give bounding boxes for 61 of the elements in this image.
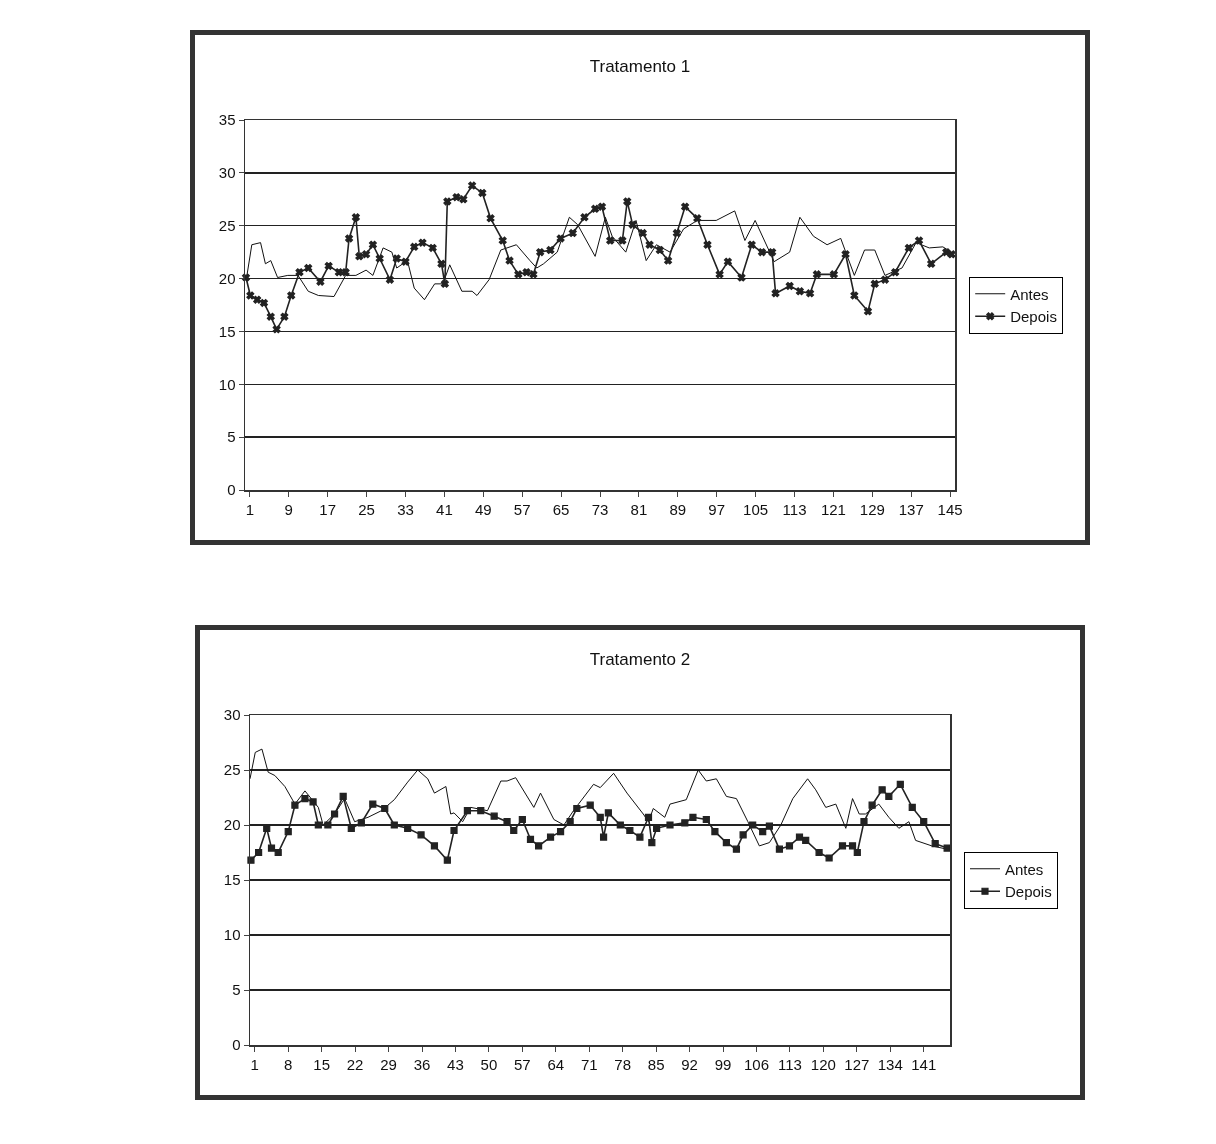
x-tick-label: 127	[844, 1055, 870, 1073]
x-tick-label: 85	[647, 1055, 665, 1073]
x-tick-label: 113	[782, 500, 807, 518]
x-tick-label: 145	[937, 500, 963, 518]
x-tick-label: 106	[743, 1055, 769, 1073]
x-tick-label: 141	[911, 1055, 937, 1073]
legend-label: Depois	[1005, 883, 1052, 901]
x-tick-label: 120	[810, 1055, 836, 1073]
x-tick-label: 57	[513, 500, 531, 518]
x-tick-label: 134	[877, 1055, 903, 1073]
x-tick-label: 8	[284, 1055, 293, 1073]
y-tick-label: 10	[218, 375, 236, 393]
x-tick-label: 43	[447, 1055, 464, 1073]
x-tick-label: 33	[397, 500, 414, 518]
x-tick-label: 49	[474, 500, 492, 518]
x-tick-label: 57	[514, 1055, 531, 1073]
y-tick-label: 15	[218, 322, 236, 340]
x-tick-label: 29	[380, 1055, 397, 1073]
x-tick-label: 92	[681, 1055, 698, 1073]
x-tick-label: 113	[777, 1055, 802, 1073]
x-tick-label: 64	[547, 1055, 565, 1073]
y-tick-label: 5	[232, 981, 241, 999]
legend-label: Antes	[1010, 285, 1049, 303]
x-tick-label: 81	[630, 500, 648, 518]
x-tick-label: 41	[436, 500, 453, 518]
y-tick-label: 5	[227, 428, 236, 446]
x-tick-label: 71	[580, 1055, 598, 1073]
y-tick-label: 15	[223, 871, 241, 889]
x-tick-label: 36	[413, 1055, 431, 1073]
y-tick-label: 25	[223, 761, 241, 779]
x-tick-label: 97	[708, 500, 726, 518]
x-tick-label: 22	[346, 1055, 364, 1073]
x-tick-label: 99	[714, 1055, 732, 1073]
y-tick-label: 0	[232, 1036, 241, 1054]
y-tick-label: 30	[218, 164, 236, 182]
x-tick-label: 1	[250, 1055, 259, 1073]
x-tick-label: 1	[245, 500, 255, 518]
x-tick-label: 9	[284, 500, 293, 518]
y-tick-label: 30	[223, 706, 241, 724]
chart-title: Tratamento 1	[589, 57, 691, 77]
x-tick-label: 73	[591, 500, 609, 518]
legend-label: Depois	[1010, 308, 1057, 326]
y-tick-label: 10	[223, 926, 241, 944]
y-tick-label: 25	[218, 216, 236, 234]
x-tick-label: 121	[820, 500, 846, 518]
chart-title: Tratamento 2	[589, 650, 691, 670]
legend-label: Antes	[1005, 860, 1044, 878]
x-tick-label: 89	[669, 500, 687, 518]
x-tick-label: 17	[319, 500, 337, 518]
x-tick-label: 15	[313, 1055, 331, 1073]
x-tick-label: 65	[552, 500, 570, 518]
x-tick-label: 25	[358, 500, 375, 518]
x-tick-label: 105	[743, 500, 769, 518]
x-tick-label: 129	[859, 500, 885, 518]
x-tick-label: 137	[898, 500, 924, 518]
y-tick-label: 0	[227, 481, 236, 499]
x-tick-label: 50	[480, 1055, 498, 1073]
x-tick-label: 78	[614, 1055, 632, 1073]
y-tick-label: 20	[223, 816, 241, 834]
y-tick-label: 35	[218, 111, 236, 129]
y-tick-label: 20	[218, 269, 236, 287]
